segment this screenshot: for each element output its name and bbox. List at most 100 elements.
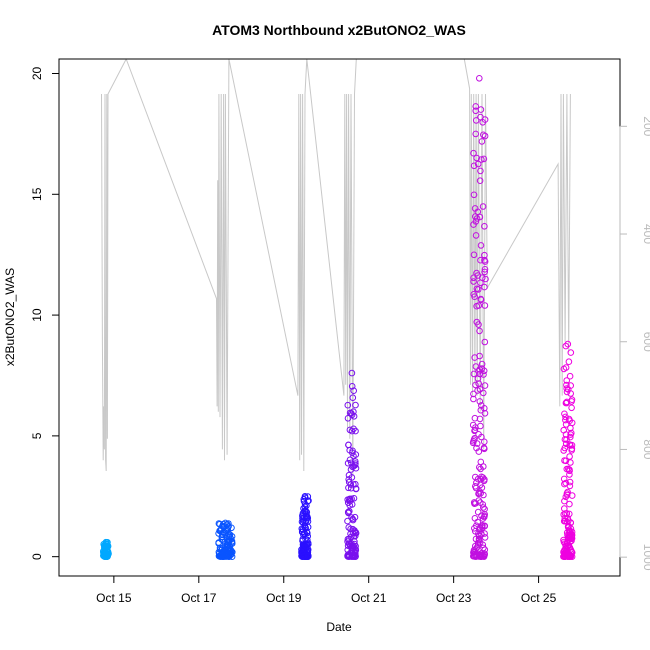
y-tick-label: 20 xyxy=(30,67,44,81)
right-tick-label: 800 xyxy=(641,439,650,459)
data-point xyxy=(567,349,575,356)
data-point xyxy=(349,447,356,455)
data-point xyxy=(561,497,568,505)
data-point xyxy=(473,302,481,310)
data-point xyxy=(345,478,353,486)
data-point xyxy=(480,131,487,139)
x-tick-label: Oct 17 xyxy=(181,591,217,605)
right-tick-label: 600 xyxy=(641,332,650,352)
data-point xyxy=(226,534,233,541)
data-point xyxy=(562,413,569,421)
data-point xyxy=(344,535,352,543)
data-point xyxy=(480,371,487,378)
data-point xyxy=(480,155,488,163)
data-point xyxy=(352,530,360,537)
data-point xyxy=(348,369,356,377)
right-tick-label: 200 xyxy=(641,116,650,136)
data-point xyxy=(348,411,356,419)
data-point xyxy=(562,553,569,560)
data-point xyxy=(346,409,354,417)
data-point xyxy=(481,132,489,140)
data-point xyxy=(568,447,576,454)
data-point xyxy=(351,513,359,521)
data-point xyxy=(348,459,355,467)
data-point xyxy=(478,138,486,145)
data-point xyxy=(477,256,484,264)
pressure-line xyxy=(101,59,571,477)
data-point xyxy=(344,415,352,422)
data-point xyxy=(470,221,477,228)
data-point xyxy=(473,269,480,277)
data-point xyxy=(472,117,480,124)
data-point xyxy=(302,510,310,518)
data-point xyxy=(351,547,359,555)
data-point xyxy=(562,342,570,350)
data-point xyxy=(472,232,480,239)
data-point xyxy=(471,515,479,522)
data-point xyxy=(304,514,312,522)
data-point xyxy=(305,497,312,505)
data-point xyxy=(301,493,309,500)
data-point xyxy=(302,517,310,525)
data-point xyxy=(352,401,359,409)
data-point xyxy=(568,537,575,545)
data-point xyxy=(470,291,478,298)
right-tick-label: 1000 xyxy=(641,544,650,571)
y-tick-label: 15 xyxy=(30,187,44,201)
data-point xyxy=(567,431,574,438)
data-point xyxy=(475,537,483,544)
data-point xyxy=(565,358,573,366)
data-point xyxy=(348,383,356,390)
data-point xyxy=(481,256,488,264)
data-point xyxy=(476,327,483,335)
data-point xyxy=(224,537,232,544)
data-point xyxy=(566,466,573,473)
data-point xyxy=(103,551,111,558)
y-tick-label: 10 xyxy=(30,308,44,322)
data-point xyxy=(304,523,312,531)
data-point xyxy=(348,553,355,560)
data-point xyxy=(477,167,484,175)
right-axis: 200 400 600 800 1000 xyxy=(619,116,650,571)
data-point xyxy=(568,396,576,404)
data-point xyxy=(477,106,485,113)
y-axis: 0 5 10 15 20 xyxy=(30,67,59,560)
pressure-line-layer xyxy=(101,59,571,477)
right-tick-label: 400 xyxy=(641,224,650,244)
data-point xyxy=(345,553,353,560)
data-point xyxy=(472,424,479,431)
data-point xyxy=(479,203,487,210)
data-point xyxy=(562,493,570,501)
data-point xyxy=(477,242,485,249)
data-point xyxy=(481,302,489,309)
data-point xyxy=(475,431,482,438)
x-tick-label: Oct 15 xyxy=(96,591,132,605)
data-point xyxy=(102,538,110,546)
data-point xyxy=(481,405,488,412)
data-point xyxy=(474,387,481,394)
data-point xyxy=(567,424,574,432)
data-point xyxy=(562,457,570,465)
data-point xyxy=(561,517,569,525)
data-point xyxy=(300,505,307,512)
data-point xyxy=(304,493,312,500)
data-point xyxy=(301,541,309,548)
data-point xyxy=(563,377,571,384)
data-point xyxy=(229,548,236,556)
data-point xyxy=(564,340,572,348)
data-point xyxy=(473,318,481,326)
data-point xyxy=(470,149,477,157)
data-point xyxy=(474,508,482,516)
data-point xyxy=(477,295,485,303)
data-point xyxy=(478,156,485,163)
data-point xyxy=(304,552,312,560)
data-point xyxy=(479,515,487,522)
data-point xyxy=(561,444,569,452)
data-point xyxy=(476,75,483,82)
data-point xyxy=(470,251,478,259)
data-point xyxy=(350,387,358,395)
data-point xyxy=(298,518,306,526)
data-point xyxy=(475,448,483,455)
data-point xyxy=(473,285,481,293)
data-point xyxy=(472,528,479,535)
